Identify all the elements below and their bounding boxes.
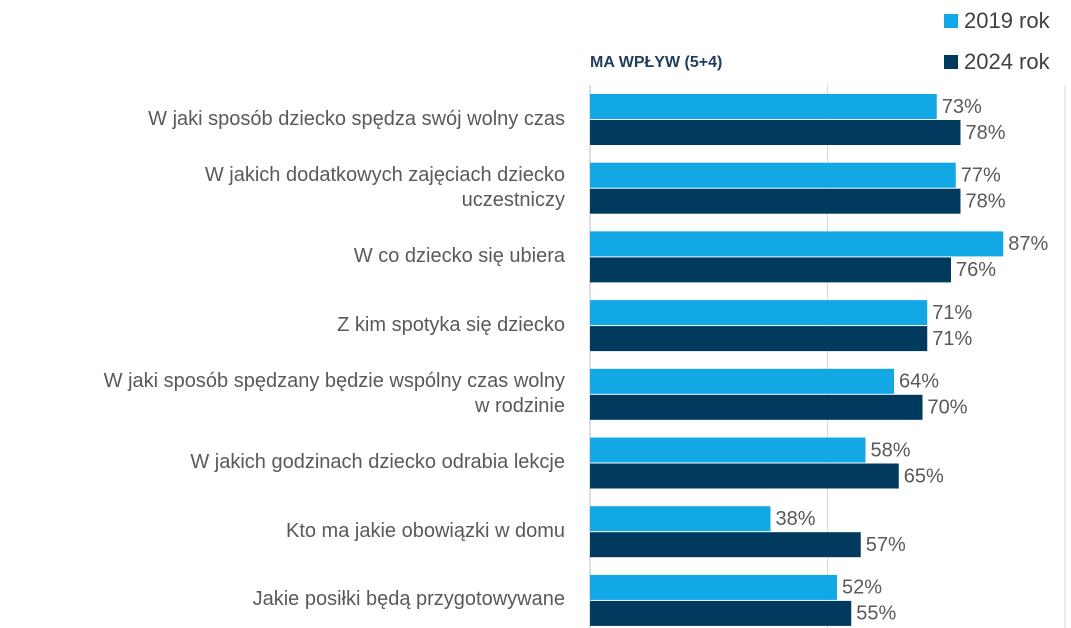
value-label: 58% xyxy=(871,439,911,461)
bar xyxy=(590,463,899,489)
value-label: 87% xyxy=(1008,233,1048,255)
bar xyxy=(590,506,771,532)
value-label: 78% xyxy=(966,122,1006,144)
category-label: W jakich dodatkowych zajęciach dziecko u… xyxy=(204,163,565,211)
bar xyxy=(590,574,837,600)
category-label: W jaki sposób dziecko spędza swój wolny … xyxy=(148,107,565,130)
value-label: 70% xyxy=(928,397,968,419)
legend-label: 2019 rok xyxy=(964,8,1051,33)
legend-swatch xyxy=(944,14,958,28)
bar xyxy=(590,437,866,463)
value-label: 71% xyxy=(932,302,972,324)
bar xyxy=(590,326,928,352)
bar xyxy=(590,300,928,326)
bar xyxy=(590,162,956,188)
bar xyxy=(590,532,861,558)
category-label: Jakie posiłki będą przygotowywane xyxy=(252,588,565,611)
bar xyxy=(590,257,951,283)
value-label: 57% xyxy=(866,534,906,556)
value-label: 52% xyxy=(842,577,882,599)
value-label: 73% xyxy=(942,96,982,118)
value-label: 77% xyxy=(961,164,1001,186)
legend-swatch xyxy=(944,55,958,69)
bar xyxy=(590,120,961,145)
value-label: 65% xyxy=(904,465,944,487)
bar xyxy=(590,600,852,626)
category-label: Z kim spotyka się dziecko xyxy=(337,313,565,336)
bar xyxy=(590,394,923,420)
category-label: W jakich godzinach dziecko odrabia lekcj… xyxy=(190,451,565,473)
value-label: 78% xyxy=(966,190,1006,212)
value-label: 71% xyxy=(932,328,972,350)
value-label: 55% xyxy=(856,603,896,625)
value-label: 76% xyxy=(956,259,996,281)
value-label: 38% xyxy=(776,508,816,530)
category-label: W jaki sposób spędzany będzie wspólny cz… xyxy=(103,369,565,417)
bar xyxy=(590,94,937,119)
bar xyxy=(590,188,961,214)
category-label: Kto ma jakie obowiązki w domu xyxy=(285,519,565,542)
bar xyxy=(590,368,894,394)
legend-label: 2024 rok xyxy=(964,49,1051,74)
bar xyxy=(590,231,1004,257)
category-label: W co dziecko się ubiera xyxy=(353,244,565,267)
value-label: 64% xyxy=(899,371,939,393)
subtitle: MA WPŁYW (5+4) xyxy=(590,54,722,71)
